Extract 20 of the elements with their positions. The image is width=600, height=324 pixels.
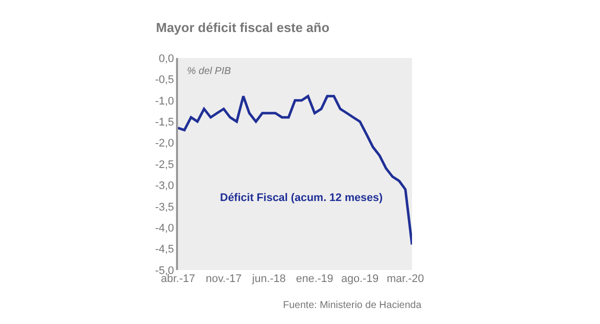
y-tick-label: -3,5: [155, 201, 174, 214]
y-tick-label: -2,5: [155, 158, 174, 171]
y-axis-title: % del PIB: [187, 66, 232, 77]
y-tick-label: -1,5: [155, 116, 174, 128]
y-tick-label: -0,5: [155, 74, 174, 86]
y-tick-label: -2,0: [155, 138, 174, 150]
y-tick-label: -4,0: [155, 222, 174, 234]
x-tick-label: ene.-19: [296, 273, 334, 285]
y-tick-label: -3,0: [155, 180, 174, 192]
x-tick-label: nov.-17: [206, 273, 242, 285]
y-tick-label: -1,0: [155, 95, 174, 108]
series-label: Déficit Fiscal (acum. 12 meses): [220, 192, 383, 204]
chart-title: Mayor déficit fiscal este año: [156, 20, 330, 35]
x-tick-label: mar.-20: [386, 273, 424, 285]
x-tick-label: jun.-18: [251, 273, 286, 285]
x-tick-label: ago.-19: [341, 273, 379, 285]
y-tick-label: 0,0: [158, 52, 174, 65]
line-series: [178, 94, 412, 246]
y-tick-label: -4,5: [155, 244, 174, 256]
source-note: Fuente: Ministerio de Hacienda: [283, 300, 422, 311]
